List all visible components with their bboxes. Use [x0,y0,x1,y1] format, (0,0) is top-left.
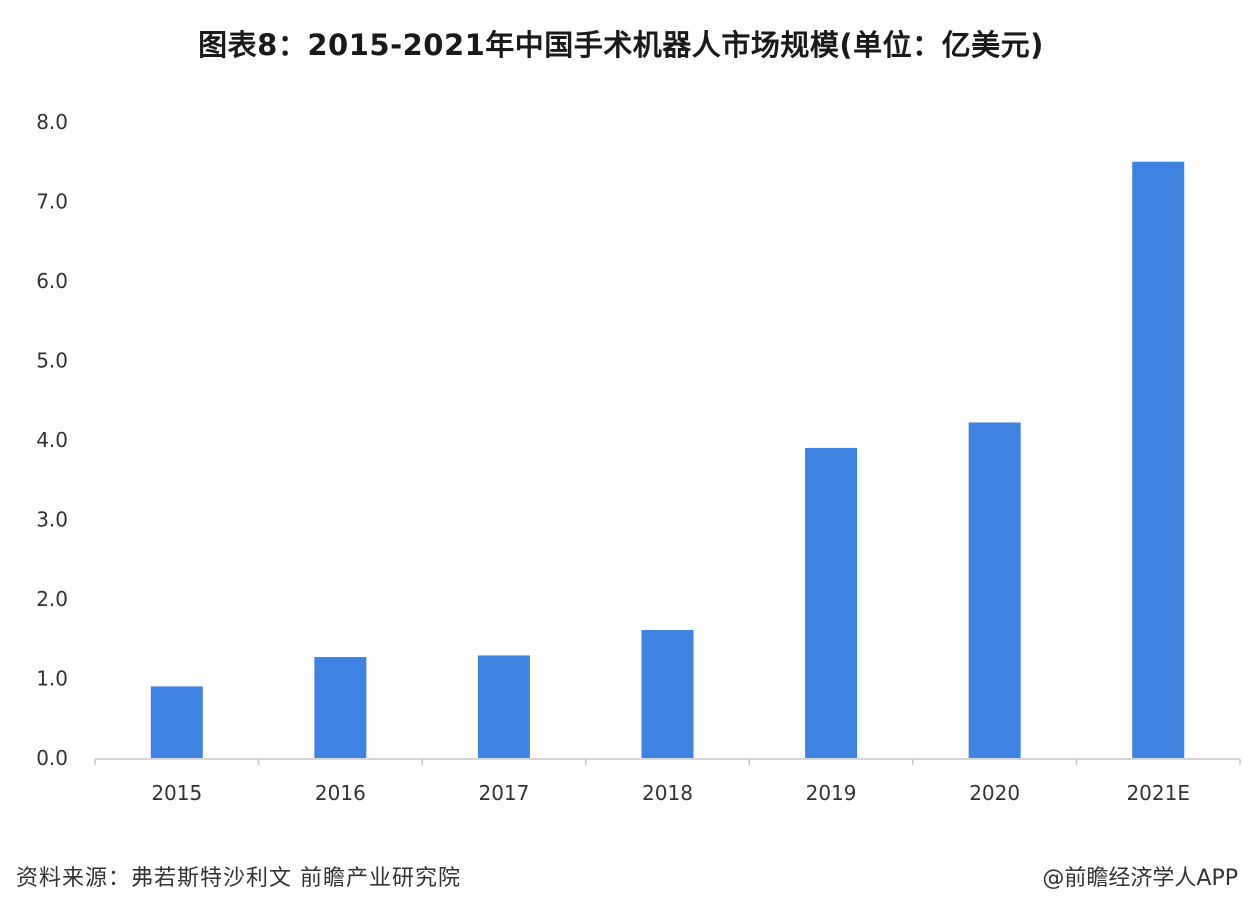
x-tick-label: 2015 [151,781,202,805]
y-tick-label: 2.0 [36,587,68,611]
x-tick-label: 2018 [642,781,693,805]
source-note: 资料来源：弗若斯特沙利文 前瞻产业研究院 [16,866,461,891]
y-tick-label: 6.0 [36,269,68,293]
x-axis-ticks [94,759,1241,765]
y-tick-label: 3.0 [36,508,68,532]
y-tick-label: 0.0 [36,746,68,770]
bar-2019 [805,447,858,758]
bar-2017 [477,655,530,758]
x-tick-label: 2016 [315,781,366,805]
y-tick-label: 8.0 [36,110,68,134]
bar-2018 [641,630,694,758]
x-tick-label: 2020 [969,781,1020,805]
x-tick-label: 2021E [1126,781,1190,805]
bar-2020 [968,422,1021,758]
x-tick-label: 2017 [478,781,529,805]
x-tick-label: 2019 [806,781,857,805]
x-axis-labels: 2015 2016 2017 2018 2019 2020 2021E [151,781,1190,805]
app-credit: @前瞻经济学人APP [1042,866,1238,891]
bars [150,161,1185,758]
y-tick-label: 4.0 [36,428,68,452]
y-axis-labels: 0.0 1.0 2.0 3.0 4.0 5.0 6.0 7.0 8.0 [36,110,68,770]
y-tick-label: 5.0 [36,349,68,373]
bar-2016 [314,657,367,758]
y-tick-label: 1.0 [36,667,68,691]
y-tick-label: 7.0 [36,190,68,214]
bar-2015 [150,686,203,758]
bar-2021E [1132,161,1185,758]
chart-title: 图表8：2015-2021年中国手术机器人市场规模(单位：亿美元) [198,28,1044,62]
